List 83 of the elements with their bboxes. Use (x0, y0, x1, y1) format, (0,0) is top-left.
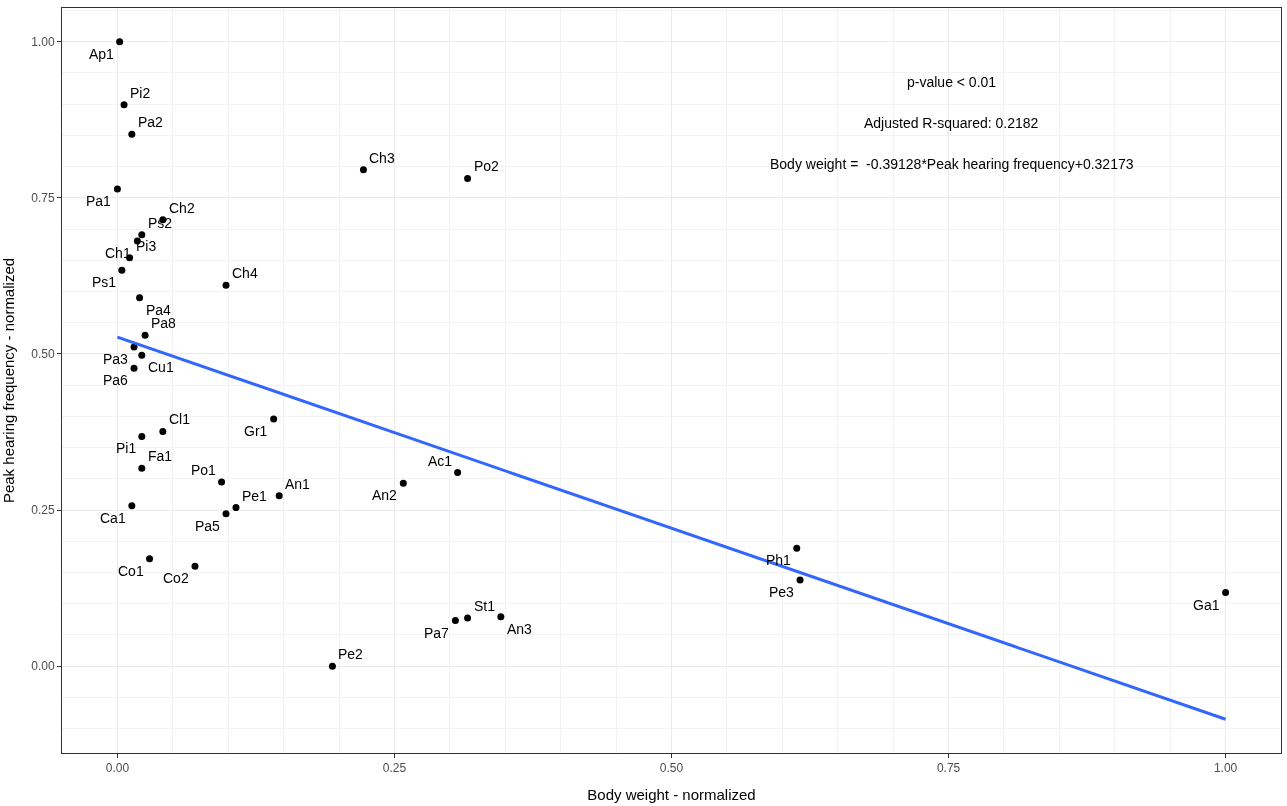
y-tick-label: 1.00 (31, 34, 55, 49)
point (146, 555, 154, 563)
annotation: Pa2 (138, 114, 164, 130)
annotation: Pe1 (242, 488, 268, 504)
annotation: Co2 (163, 570, 189, 586)
point (232, 504, 240, 512)
point (359, 166, 367, 174)
y-tick-label: 0.75 (31, 191, 55, 206)
annotation: Pa8 (151, 315, 177, 331)
annotation: An1 (285, 476, 311, 492)
point (451, 617, 459, 625)
annotation: Ga1 (1193, 597, 1220, 613)
point (159, 427, 167, 435)
annotation: p-value < 0.01 (907, 74, 997, 90)
y-axis-title: Peak hearing frequency - normalized (0, 257, 17, 504)
point (222, 510, 230, 518)
point (138, 432, 146, 440)
point (138, 464, 146, 472)
annotation: Pa4 (146, 302, 172, 318)
point (130, 364, 138, 372)
point (222, 281, 230, 289)
annotation: Fa1 (148, 448, 173, 464)
annotation: Cl1 (169, 411, 191, 427)
point (464, 614, 472, 622)
point (464, 174, 472, 182)
point (128, 130, 136, 138)
annotation: Po2 (474, 158, 500, 174)
x-tick-label: 0.25 (382, 761, 407, 776)
point (116, 38, 124, 46)
annotation: Co1 (118, 563, 144, 579)
annotation: Gr1 (244, 423, 268, 439)
y-tick-label: 0.00 (31, 659, 55, 674)
y-tick-label: 0.25 (31, 503, 55, 518)
x-axis-title: Body weight - normalized (587, 786, 756, 804)
point (128, 502, 136, 510)
annotation: Pa7 (424, 625, 450, 641)
annotation: Pe3 (769, 584, 795, 600)
annotation: An3 (507, 621, 533, 637)
point (141, 331, 149, 339)
annotation: Ac1 (428, 453, 453, 469)
point (270, 415, 278, 423)
point (399, 479, 407, 487)
point (793, 544, 801, 552)
x-tick-label: 0.75 (936, 761, 961, 776)
point (118, 266, 126, 274)
point (1222, 589, 1230, 597)
annotation: Pe2 (338, 646, 364, 662)
point (113, 185, 121, 193)
point (796, 576, 804, 584)
x-tick-label: 0.50 (659, 761, 684, 776)
x-tick-label: 0.00 (105, 761, 130, 776)
point (218, 478, 226, 486)
annotation: Pi1 (116, 440, 137, 456)
annotation: Ps1 (92, 274, 117, 290)
annotation: Pa1 (86, 193, 112, 209)
point (275, 492, 283, 500)
point (138, 231, 146, 239)
annotation: Ch2 (169, 200, 195, 216)
point (328, 662, 336, 670)
point (136, 294, 144, 302)
annotation: Ca1 (100, 510, 126, 526)
x-tick-label: 1.00 (1213, 761, 1238, 776)
annotation: St1 (474, 598, 496, 614)
annotation: Pa5 (195, 518, 221, 534)
annotation: Cu1 (148, 359, 174, 375)
y-tick-label: 0.50 (31, 347, 55, 362)
annotation: Ch4 (232, 265, 258, 281)
point (120, 101, 128, 109)
annotation: Pa6 (103, 372, 129, 388)
annotation: Po1 (191, 462, 217, 478)
point (130, 343, 138, 351)
point (191, 562, 199, 570)
point (497, 613, 505, 621)
annotation: Pa3 (103, 351, 129, 367)
annotation: Adjusted R-squared: 0.2182 (864, 115, 1039, 131)
annotation: Ap1 (89, 46, 115, 62)
annotation: Pi2 (130, 85, 151, 101)
point (138, 351, 146, 359)
annotation: Body weight = -0.39128*Peak hearing frequency+0.32173 (770, 156, 1134, 172)
annotation: Ch3 (369, 150, 395, 166)
point (454, 469, 462, 477)
annotation: Ph1 (766, 552, 792, 568)
annotation: An2 (372, 487, 398, 503)
